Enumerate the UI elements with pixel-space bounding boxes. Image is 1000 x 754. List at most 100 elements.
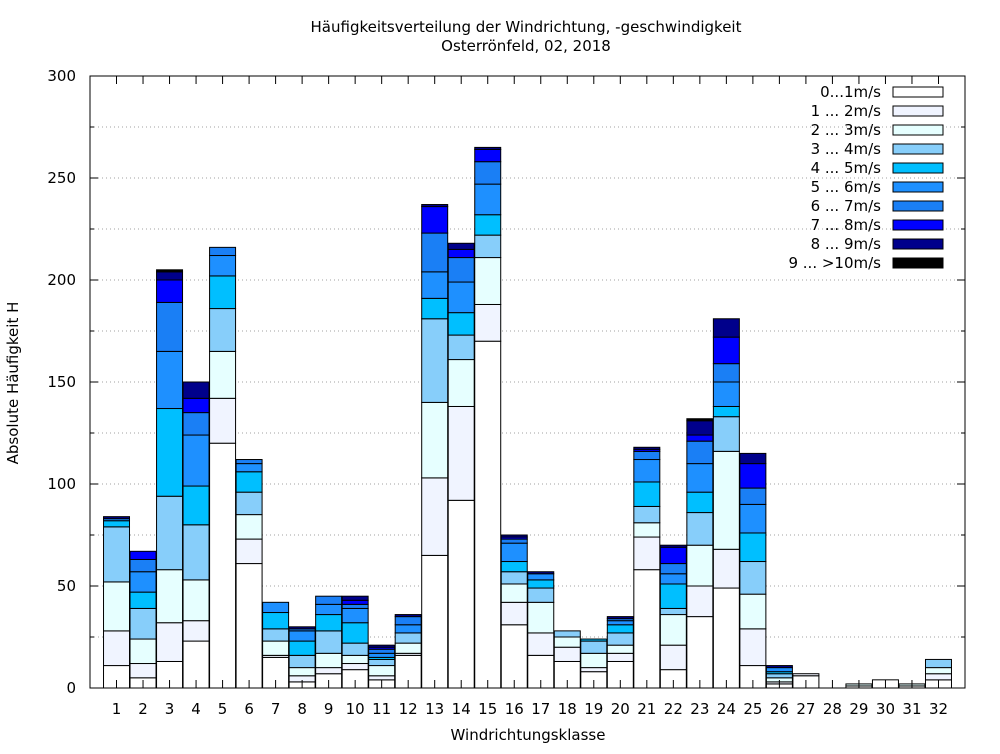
x-tick-label: 1 bbox=[112, 700, 122, 718]
bar-segment bbox=[103, 516, 131, 520]
bar-segment bbox=[792, 673, 820, 677]
x-tick-label: 17 bbox=[531, 700, 550, 718]
bar-segment bbox=[712, 381, 740, 407]
bar-segment bbox=[712, 548, 740, 589]
bar-segment bbox=[739, 487, 767, 505]
legend-label: 6 ... 7m/s bbox=[811, 197, 882, 215]
legend: 0...1m/s1 ... 2m/s2 ... 3m/s3 ... 4m/s4 … bbox=[788, 83, 944, 272]
bar-segment bbox=[739, 593, 767, 630]
x-tick-label: 5 bbox=[218, 700, 228, 718]
x-tick-label: 6 bbox=[244, 700, 254, 718]
bar-segment bbox=[156, 279, 184, 303]
bar-segment bbox=[474, 183, 502, 216]
bar-segment bbox=[103, 581, 131, 632]
bar-segment bbox=[924, 658, 952, 669]
bar-segment bbox=[686, 434, 714, 442]
bar-segment bbox=[315, 603, 343, 616]
bar-segment bbox=[368, 675, 396, 681]
legend-label: 4 ... 5m/s bbox=[811, 159, 882, 177]
x-tick-label: 3 bbox=[165, 700, 175, 718]
bar-segment bbox=[421, 401, 449, 479]
x-tick-label: 12 bbox=[399, 700, 418, 718]
x-tick-label: 25 bbox=[743, 700, 762, 718]
bar-segment bbox=[712, 587, 740, 689]
bar-segment bbox=[182, 524, 210, 581]
x-tick-label: 4 bbox=[191, 700, 201, 718]
bar-segment bbox=[633, 505, 661, 524]
bar-segment bbox=[421, 206, 449, 234]
bar-segment bbox=[262, 601, 290, 614]
x-tick-label: 7 bbox=[271, 700, 281, 718]
bar-segment bbox=[235, 463, 263, 473]
bar-segment bbox=[739, 463, 767, 489]
legend-swatch bbox=[892, 219, 944, 231]
legend-swatch bbox=[892, 238, 944, 250]
x-tick-label: 31 bbox=[902, 700, 921, 718]
bar-segment bbox=[447, 405, 475, 501]
bar-segment bbox=[262, 612, 290, 630]
x-tick-label: 11 bbox=[372, 700, 391, 718]
bar-segment bbox=[739, 503, 767, 534]
bar-segment bbox=[182, 579, 210, 622]
legend-swatch bbox=[892, 257, 944, 269]
bar-segment bbox=[447, 499, 475, 689]
bar-segment bbox=[341, 622, 369, 644]
bar-segment bbox=[500, 624, 528, 689]
x-tick-label: 21 bbox=[637, 700, 656, 718]
legend-label: 8 ... 9m/s bbox=[811, 235, 882, 253]
bar-segment bbox=[394, 614, 422, 618]
legend-swatch bbox=[892, 162, 944, 174]
bar-segment bbox=[341, 603, 369, 609]
bar-segment bbox=[606, 624, 634, 634]
bar-segment bbox=[553, 630, 581, 638]
bar-segment bbox=[315, 652, 343, 669]
bar-segment bbox=[474, 257, 502, 305]
bar-segment bbox=[394, 642, 422, 654]
bar-segment bbox=[394, 616, 422, 626]
bar-segment bbox=[633, 481, 661, 507]
bar-segment bbox=[500, 601, 528, 626]
bar-segment bbox=[527, 632, 555, 656]
x-tick-label: 24 bbox=[717, 700, 736, 718]
x-tick-label: 19 bbox=[584, 700, 603, 718]
bar-segment bbox=[712, 336, 740, 365]
bar-segment bbox=[368, 658, 396, 667]
bar-segment bbox=[686, 463, 714, 493]
x-tick-label: 8 bbox=[297, 700, 307, 718]
bar-segment bbox=[394, 632, 422, 644]
bar-segment bbox=[474, 161, 502, 185]
bar-segment bbox=[659, 583, 687, 609]
bar-segment bbox=[633, 536, 661, 571]
bar-segment bbox=[659, 607, 687, 616]
bar-segment bbox=[500, 571, 528, 585]
bar-segment bbox=[209, 397, 237, 444]
y-tick-label: 150 bbox=[47, 373, 76, 391]
bar-segment bbox=[553, 646, 581, 662]
bar-segment bbox=[235, 538, 263, 565]
bar-segment bbox=[580, 652, 608, 669]
bar-segment bbox=[156, 301, 184, 352]
bar-segment bbox=[527, 573, 555, 581]
y-tick-label: 200 bbox=[47, 271, 76, 289]
legend-swatch bbox=[892, 200, 944, 212]
x-tick-label: 29 bbox=[849, 700, 868, 718]
bar-segment bbox=[474, 303, 502, 342]
bar-segment bbox=[315, 630, 343, 654]
bar-segment bbox=[474, 214, 502, 236]
bars bbox=[103, 146, 952, 689]
legend-label: 7 ... 8m/s bbox=[811, 216, 882, 234]
bar-segment bbox=[633, 450, 661, 461]
bar-segment bbox=[368, 644, 396, 648]
bar-segment bbox=[341, 599, 369, 605]
bar-segment bbox=[341, 595, 369, 601]
bar-segment bbox=[474, 148, 502, 163]
x-tick-label: 20 bbox=[611, 700, 630, 718]
x-tick-label: 9 bbox=[324, 700, 334, 718]
bar-segment bbox=[368, 665, 396, 677]
bar-segment bbox=[474, 340, 502, 689]
x-axis: 1 2 3 4 5 6 7 8 9 10 11 12 13 14 15 16 17 18 19 20 21 22 23 24 2… bbox=[112, 76, 948, 718]
bar-segment bbox=[500, 583, 528, 603]
bar-segment bbox=[739, 532, 767, 563]
bar-segment bbox=[659, 644, 687, 671]
